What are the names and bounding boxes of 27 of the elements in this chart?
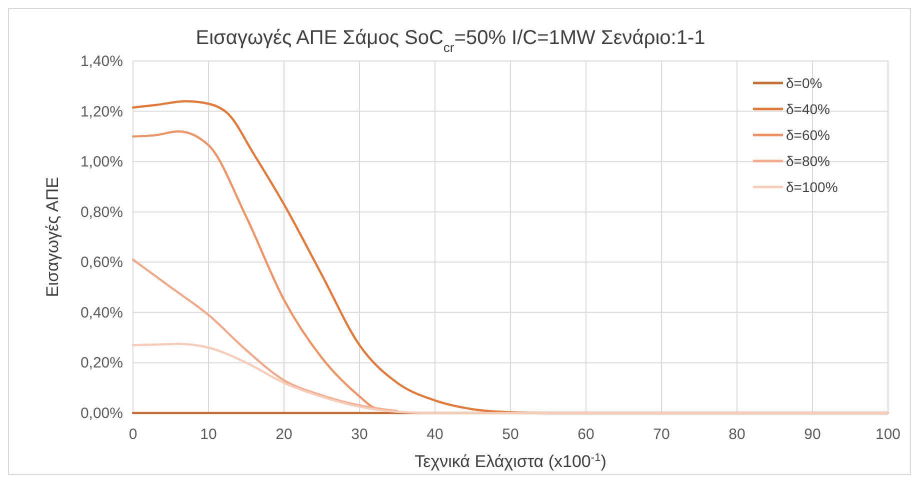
y-tick-label: 0,40% bbox=[80, 304, 123, 322]
legend-label: δ=100% bbox=[786, 179, 838, 195]
x-tick-label: 80 bbox=[728, 426, 746, 443]
x-tick-label: 40 bbox=[426, 426, 444, 443]
y-tick-label: 0,60% bbox=[80, 254, 123, 272]
x-axis-title: Τεχνικά Ελάχιστα (x100$^{-1}$) bbox=[414, 452, 606, 471]
legend-label: δ=40% bbox=[786, 101, 830, 117]
x-tick-label: 70 bbox=[653, 426, 670, 443]
legend-label: δ=60% bbox=[786, 127, 830, 143]
x-tick-label: 10 bbox=[200, 426, 217, 443]
y-tick-label: 0,00% bbox=[80, 405, 123, 422]
legend-label: δ=0% bbox=[786, 75, 822, 91]
y-axis-title: Εισαγωγές ΑΠΕ bbox=[43, 176, 62, 298]
x-tick-label: 90 bbox=[804, 426, 821, 443]
x-tick-label: 60 bbox=[578, 426, 594, 443]
x-tick-label: 30 bbox=[351, 426, 368, 443]
y-tick-label: 1,40% bbox=[80, 53, 123, 70]
x-tick-label: 100 bbox=[875, 426, 901, 443]
chart-title: Εισαγωγές ΑΠΕ Σάμος SoC$_{cr}$=50% I/C=1MW Σενάριο:1-1 bbox=[196, 27, 706, 54]
x-tick-label: 0 bbox=[128, 426, 138, 443]
y-tick-label: 1,00% bbox=[80, 154, 123, 171]
x-tick-label: 20 bbox=[276, 426, 292, 443]
y-tick-label: 0,20% bbox=[80, 354, 123, 372]
legend-label: δ=80% bbox=[786, 153, 830, 169]
x-tick-label: 50 bbox=[502, 426, 519, 443]
y-tick-label: 0,80% bbox=[80, 204, 123, 221]
y-tick-label: 1,20% bbox=[80, 103, 123, 120]
